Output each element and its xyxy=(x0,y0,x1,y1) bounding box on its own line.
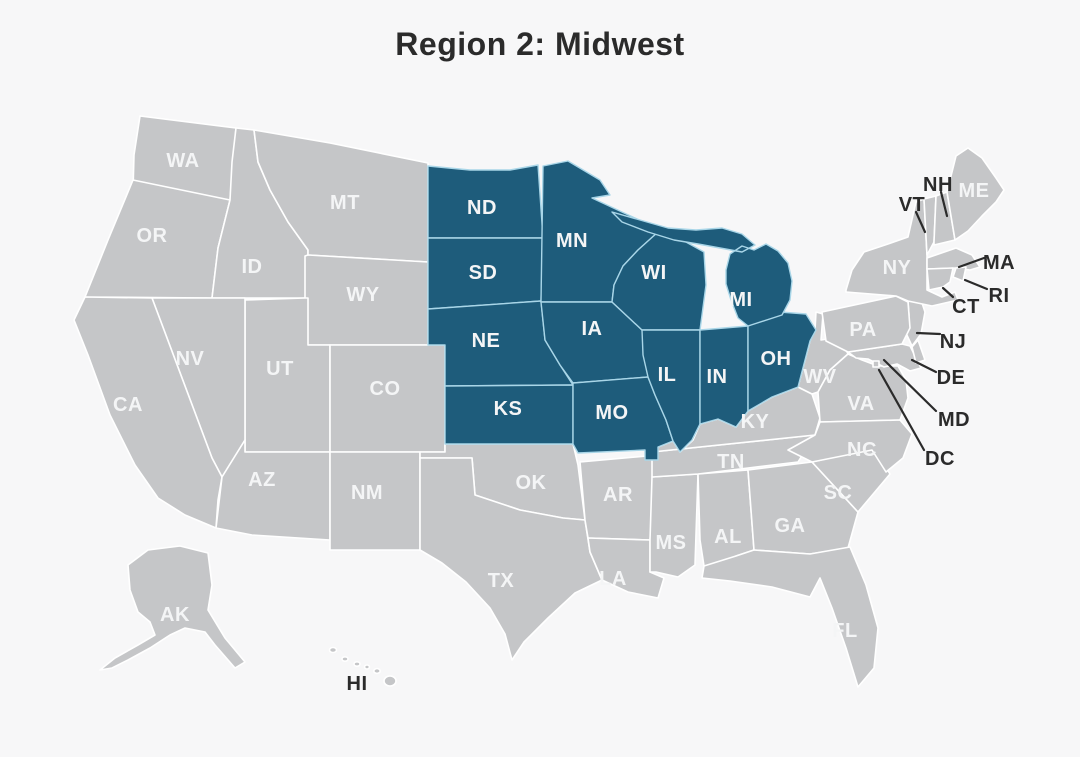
state-label-ak: AK xyxy=(160,604,190,626)
state-label-ny: NY xyxy=(883,257,912,279)
state-label-id: ID xyxy=(242,256,263,278)
callout-line-dc xyxy=(877,368,926,452)
state-label-me: ME xyxy=(959,180,990,202)
callout-label-nj: NJ xyxy=(940,331,967,353)
callout-line-vt xyxy=(914,210,927,234)
state-label-ne: NE xyxy=(472,330,501,352)
state-label-ks: KS xyxy=(494,398,523,420)
callout-label-md: MD xyxy=(938,409,970,431)
state-ca xyxy=(73,296,223,529)
state-label-mt: MT xyxy=(330,192,360,214)
state-labels-layer: WA OR CA NV ID MT WY UT CO AZ NM OK TX AR LA MS AL GA FL SC… xyxy=(113,150,989,695)
state-label-nc: NC xyxy=(847,439,877,461)
state-dc xyxy=(872,360,880,368)
callout-line-nh xyxy=(939,190,949,218)
state-me xyxy=(946,147,1005,241)
state-label-va: VA xyxy=(847,393,874,415)
callout-label-ri: RI xyxy=(989,285,1010,307)
state-fl xyxy=(701,546,879,688)
callout-line-nj xyxy=(915,331,942,336)
state-mt xyxy=(253,129,429,263)
callout-label-dc: DC xyxy=(925,448,955,470)
state-label-mo: MO xyxy=(595,402,628,424)
state-label-or: OR xyxy=(137,225,168,247)
state-label-nm: NM xyxy=(351,482,383,504)
state-hi xyxy=(328,646,397,687)
state-label-ky: KY xyxy=(741,411,770,433)
callout-label-nh: NH xyxy=(923,174,953,196)
state-label-tx: TX xyxy=(488,570,515,592)
hi-island xyxy=(372,667,381,675)
state-label-wy: WY xyxy=(346,284,379,306)
state-label-il: IL xyxy=(658,364,677,386)
state-nc xyxy=(787,419,913,473)
hi-island xyxy=(383,675,397,687)
state-label-wv: WV xyxy=(803,366,836,388)
state-ny xyxy=(845,198,959,307)
state-label-co: CO xyxy=(370,378,401,400)
state-label-fl: FL xyxy=(832,620,857,642)
state-ms xyxy=(649,473,699,578)
state-nh xyxy=(933,191,956,246)
callout-line-md xyxy=(882,358,938,413)
callout-label-ma: MA xyxy=(983,252,1015,274)
callout-line-ct xyxy=(941,286,955,299)
state-label-mi: MI xyxy=(729,289,752,311)
state-tx xyxy=(419,457,603,661)
state-label-tn: TN xyxy=(717,451,745,473)
state-label-ms: MS xyxy=(656,532,687,554)
state-label-az: AZ xyxy=(248,469,276,491)
state-ma xyxy=(926,247,981,271)
state-label-la: LA xyxy=(599,568,627,590)
state-label-nv: NV xyxy=(176,348,205,370)
hi-island xyxy=(353,660,361,667)
state-label-nd: ND xyxy=(467,197,497,219)
state-md xyxy=(847,343,922,372)
state-ct xyxy=(926,267,954,291)
state-label-ar: AR xyxy=(603,484,633,506)
state-label-mn: MN xyxy=(556,230,588,252)
state-ak xyxy=(99,545,246,671)
state-label-in: IN xyxy=(707,366,728,388)
hi-island xyxy=(341,655,349,662)
state-label-al: AL xyxy=(714,526,742,548)
callout-line-ri xyxy=(963,278,989,291)
state-de xyxy=(911,339,926,364)
state-oh xyxy=(747,311,817,412)
callout-label-ct: CT xyxy=(952,296,980,318)
states-layer xyxy=(73,115,1005,688)
callout-label-de: DE xyxy=(937,367,966,389)
state-label-oh: OH xyxy=(761,348,792,370)
state-az xyxy=(215,439,331,541)
hi-island xyxy=(363,664,371,670)
state-label-sc: SC xyxy=(824,482,853,504)
callout-line-ma xyxy=(957,256,986,269)
state-label-ia: IA xyxy=(582,318,603,340)
hi-island xyxy=(328,646,338,654)
state-label-wa: WA xyxy=(166,150,199,172)
state-label-ok: OK xyxy=(516,472,547,494)
state-label-pa: PA xyxy=(849,319,876,341)
state-label-sd: SD xyxy=(469,262,498,284)
state-mi xyxy=(611,211,793,327)
state-label-wi: WI xyxy=(641,262,666,284)
state-label-hi: HI xyxy=(347,673,368,695)
callout-label-vt: VT xyxy=(899,194,926,216)
state-label-ca: CA xyxy=(113,394,143,416)
callout-line-de xyxy=(910,358,938,374)
state-label-ga: GA xyxy=(775,515,806,537)
page-title: Region 2: Midwest xyxy=(395,26,685,62)
state-label-ut: UT xyxy=(266,358,294,380)
state-ri xyxy=(952,266,967,282)
